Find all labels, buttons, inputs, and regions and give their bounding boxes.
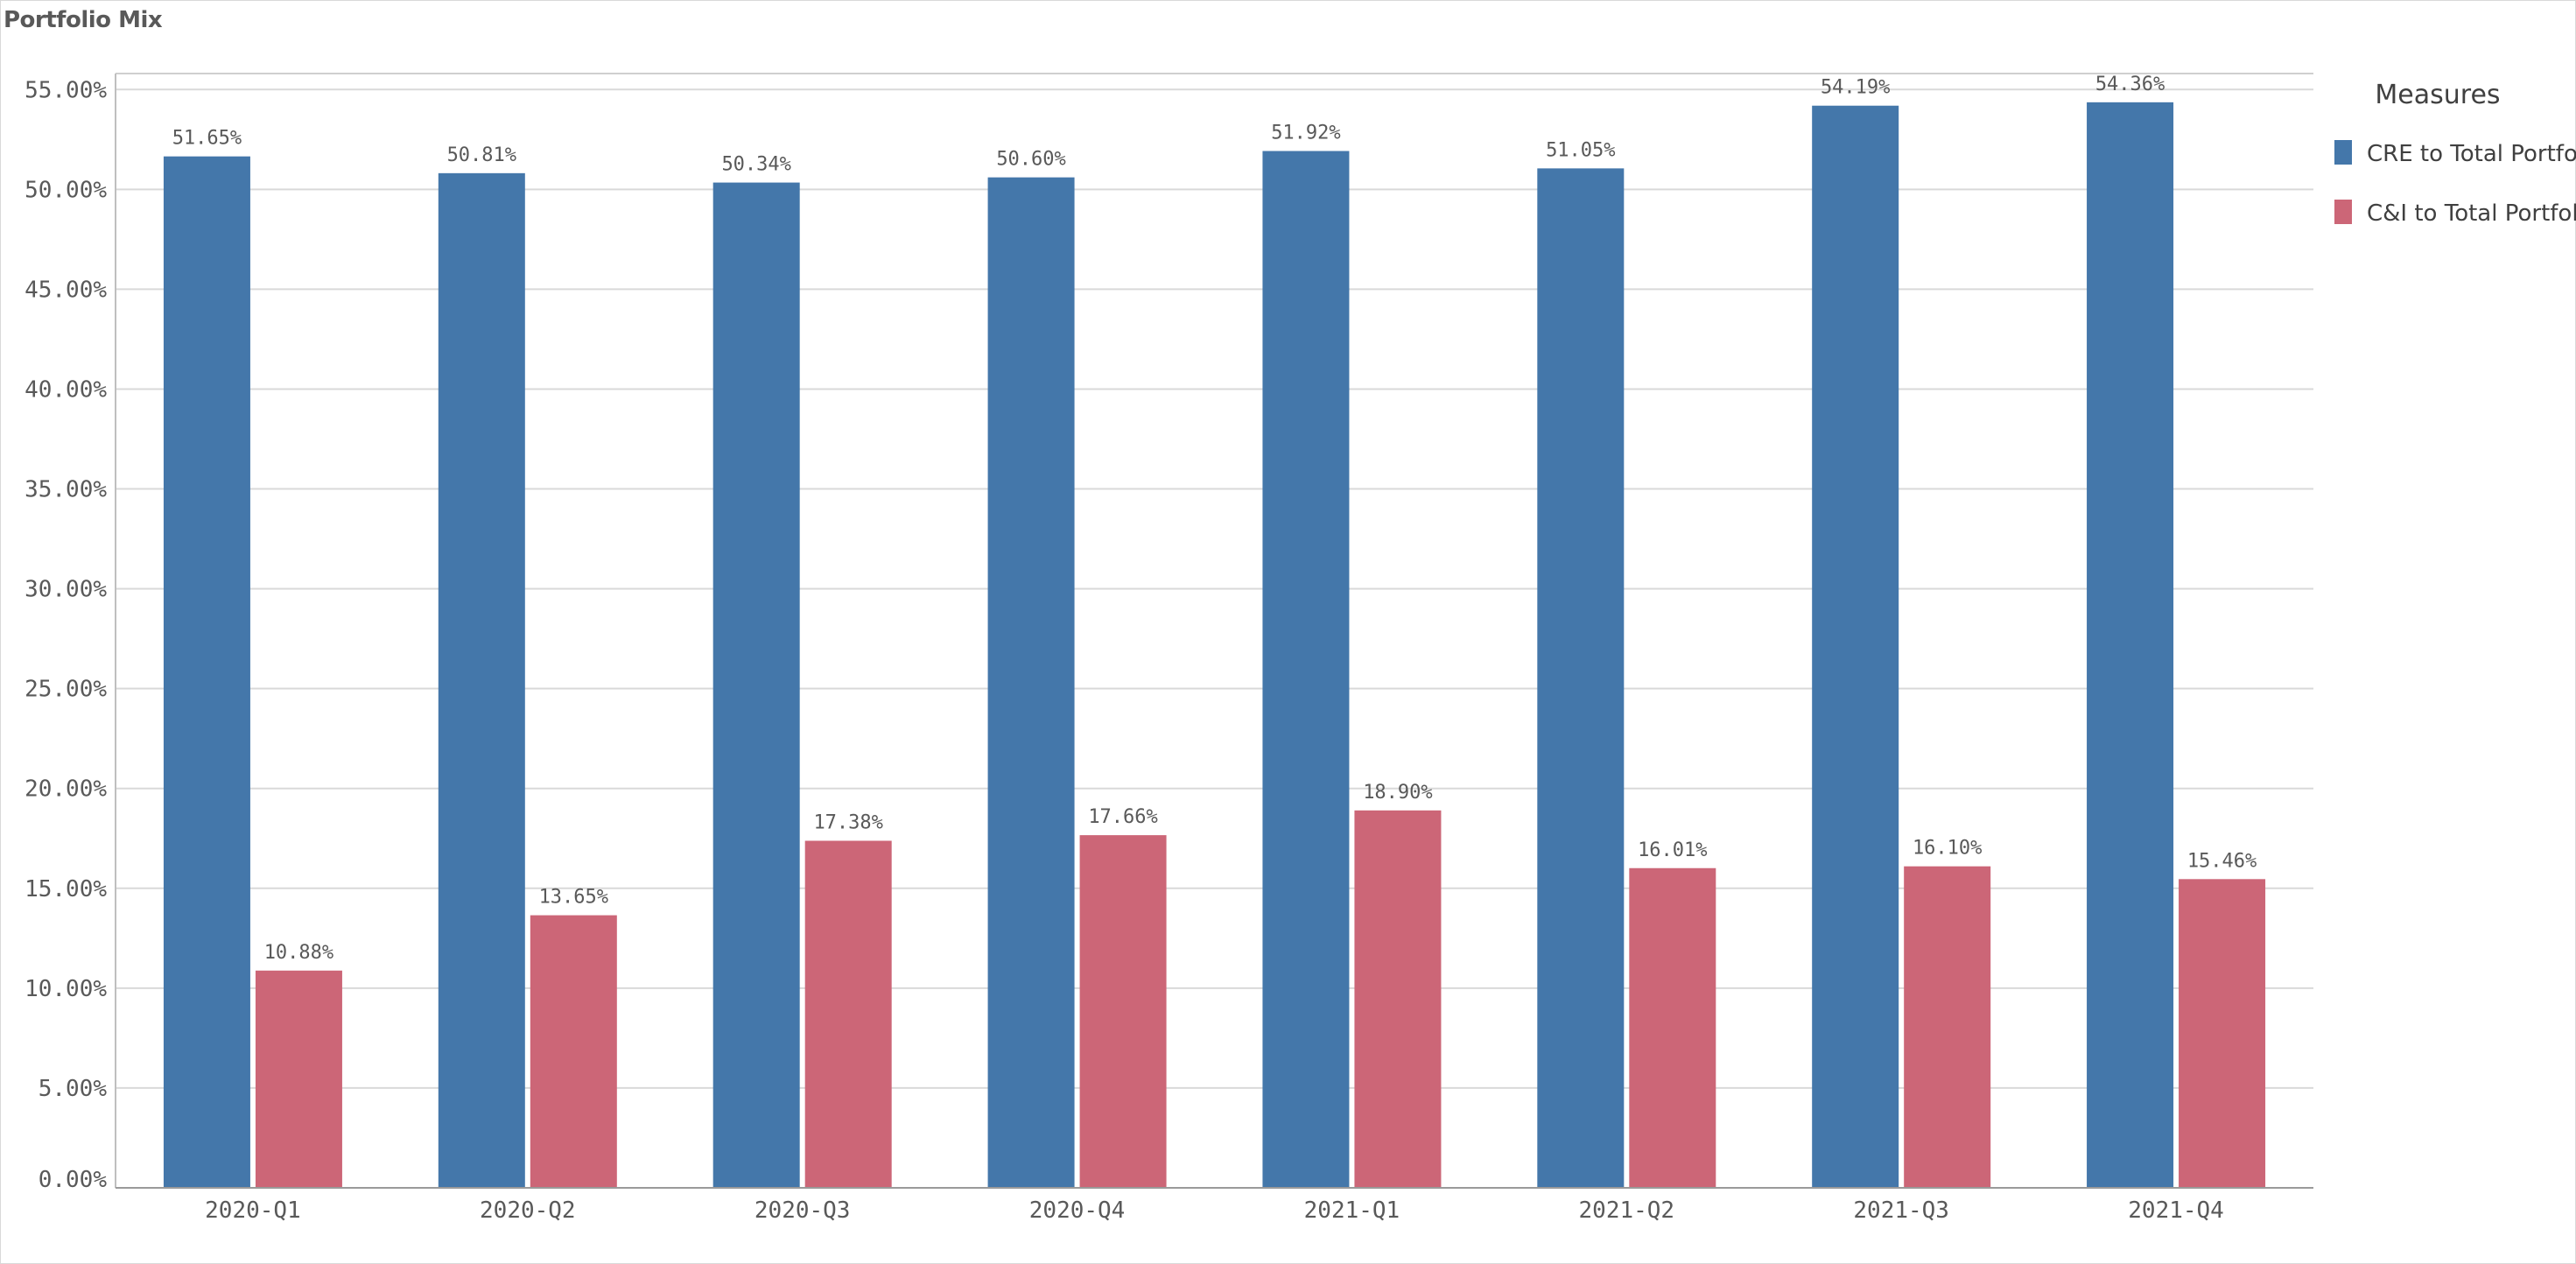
data-label: 18.90%	[1363, 782, 1432, 804]
x-tick-label: 2021-Q4	[2128, 1197, 2224, 1224]
legend-swatch	[2334, 140, 2352, 165]
legend: Measures CRE to Total Portfolio C&I to Tot…	[2334, 80, 2576, 227]
bar-cre-2021-Q4	[2087, 102, 2174, 1189]
y-tick-label: 35.00%	[25, 477, 107, 503]
y-tick-label: 5.00%	[39, 1076, 108, 1102]
bar-cre-2020-Q2	[438, 172, 525, 1188]
x-tick-label: 2020-Q2	[480, 1197, 576, 1224]
bar-ci-2021-Q1	[1354, 810, 1442, 1188]
data-label: 10.88%	[264, 942, 333, 964]
chart-title: Portfolio Mix	[4, 7, 163, 33]
bar-ci-2020-Q4	[1079, 835, 1167, 1188]
y-tick-label: 40.00%	[25, 376, 107, 403]
data-label: 54.36%	[2095, 74, 2165, 95]
y-tick-label: 20.00%	[25, 776, 107, 803]
y-axis: 0.00% 5.00% 10.00% 15.00% 20.00% 25.00% 30.00%…	[25, 74, 116, 1193]
bar-ci-2020-Q1	[255, 970, 342, 1188]
x-tick-label: 2020-Q3	[755, 1197, 851, 1224]
bar-ci-2021-Q4	[2179, 879, 2266, 1188]
y-tick-label: 50.00%	[25, 177, 107, 203]
bar-cre-2020-Q1	[163, 156, 250, 1189]
data-label: 15.46%	[2187, 850, 2257, 872]
bars: 51.65% 10.88% 50.81% 13.65% 50.34% 17.38% 50.6…	[163, 74, 2266, 1189]
data-label: 50.81%	[447, 144, 516, 166]
data-label: 54.19%	[1821, 77, 1890, 99]
x-tick-label: 2021-Q3	[1853, 1197, 1949, 1224]
bar-cre-2021-Q1	[1262, 151, 1350, 1188]
x-axis: 2020-Q1 2020-Q2 2020-Q3 2020-Q4 2021-Q1 2021-…	[116, 1187, 2313, 1224]
legend-title: Measures	[2375, 80, 2500, 110]
x-tick-label: 2020-Q1	[205, 1197, 301, 1224]
bar-ci-2021-Q2	[1629, 867, 1716, 1188]
bar-cre-2021-Q3	[1812, 105, 1899, 1188]
x-tick-label: 2020-Q4	[1029, 1197, 1126, 1224]
x-tick-label: 2021-Q1	[1304, 1197, 1400, 1224]
data-label: 50.34%	[721, 154, 790, 176]
data-label: 16.01%	[1638, 839, 1707, 861]
bar-ci-2021-Q3	[1904, 866, 1991, 1188]
bar-cre-2021-Q2	[1537, 168, 1625, 1188]
legend-entry: CRE to Total Portfolio	[2367, 141, 2576, 167]
data-label: 13.65%	[539, 887, 608, 909]
data-label: 51.65%	[172, 128, 242, 150]
data-label: 16.10%	[1913, 838, 1982, 860]
y-tick-label: 30.00%	[25, 577, 107, 603]
data-label: 51.92%	[1271, 123, 1340, 144]
data-label: 17.38%	[813, 811, 882, 833]
data-label: 51.05%	[1546, 139, 1615, 161]
bar-ci-2020-Q3	[804, 840, 892, 1188]
y-tick-label: 15.00%	[25, 876, 107, 902]
legend-swatch	[2334, 200, 2352, 224]
y-tick-label: 10.00%	[25, 976, 107, 1002]
data-label: 17.66%	[1088, 806, 1157, 828]
legend-entry: C&I to Total Portfolio	[2367, 200, 2576, 227]
bar-ci-2020-Q2	[530, 915, 617, 1188]
bar-cre-2020-Q3	[712, 182, 800, 1188]
y-tick-label: 45.00%	[25, 277, 107, 303]
y-tick-label: 0.00%	[39, 1167, 108, 1193]
y-tick-label: 55.00%	[25, 77, 107, 103]
bar-cre-2020-Q4	[987, 177, 1075, 1188]
data-label: 50.60%	[996, 149, 1065, 171]
x-tick-label: 2021-Q2	[1579, 1197, 1675, 1224]
y-tick-label: 25.00%	[25, 677, 107, 703]
